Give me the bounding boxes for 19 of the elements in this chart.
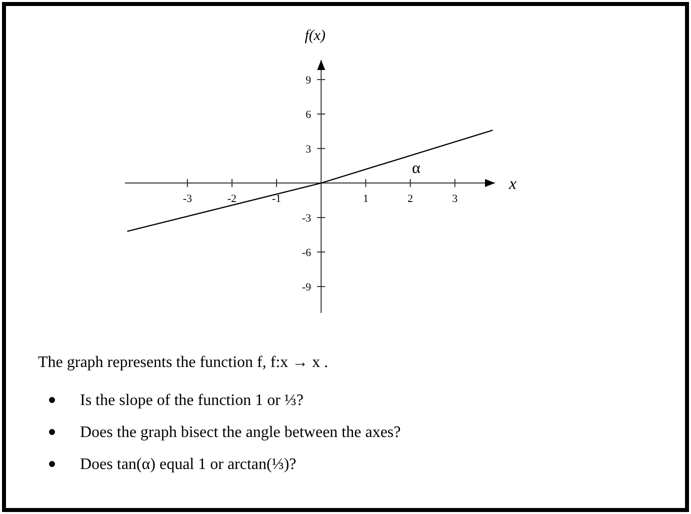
annotation: α	[412, 160, 421, 178]
x-tick-label: -3	[182, 193, 192, 206]
y-tick-label: -6	[302, 246, 312, 259]
y-axis-title: f(x)	[304, 28, 326, 44]
y-tick-label: 9	[306, 74, 312, 86]
y-tick-label: 3	[306, 143, 312, 156]
x-tick-label: 2	[408, 193, 414, 206]
y-tick-label: -9	[302, 281, 312, 294]
y-tick-label: -3	[302, 212, 312, 224]
text: The graph represents the function f, f:x → x .	[38, 354, 328, 371]
text: Does tan(α) equal 1 or arctan(⅓)?	[80, 456, 296, 473]
text: Is the slope of the function 1 or ⅓?	[80, 392, 304, 409]
x-tick-label: -2	[227, 193, 237, 206]
text: Does the graph bisect the angle between the axes?	[80, 424, 401, 441]
x-tick-label: 1	[362, 193, 368, 206]
x-tick-label: -1	[272, 193, 282, 206]
x-tick-label: 3	[452, 193, 458, 206]
y-tick-label: 6	[306, 108, 312, 121]
x-axis-title: x	[508, 174, 517, 193]
